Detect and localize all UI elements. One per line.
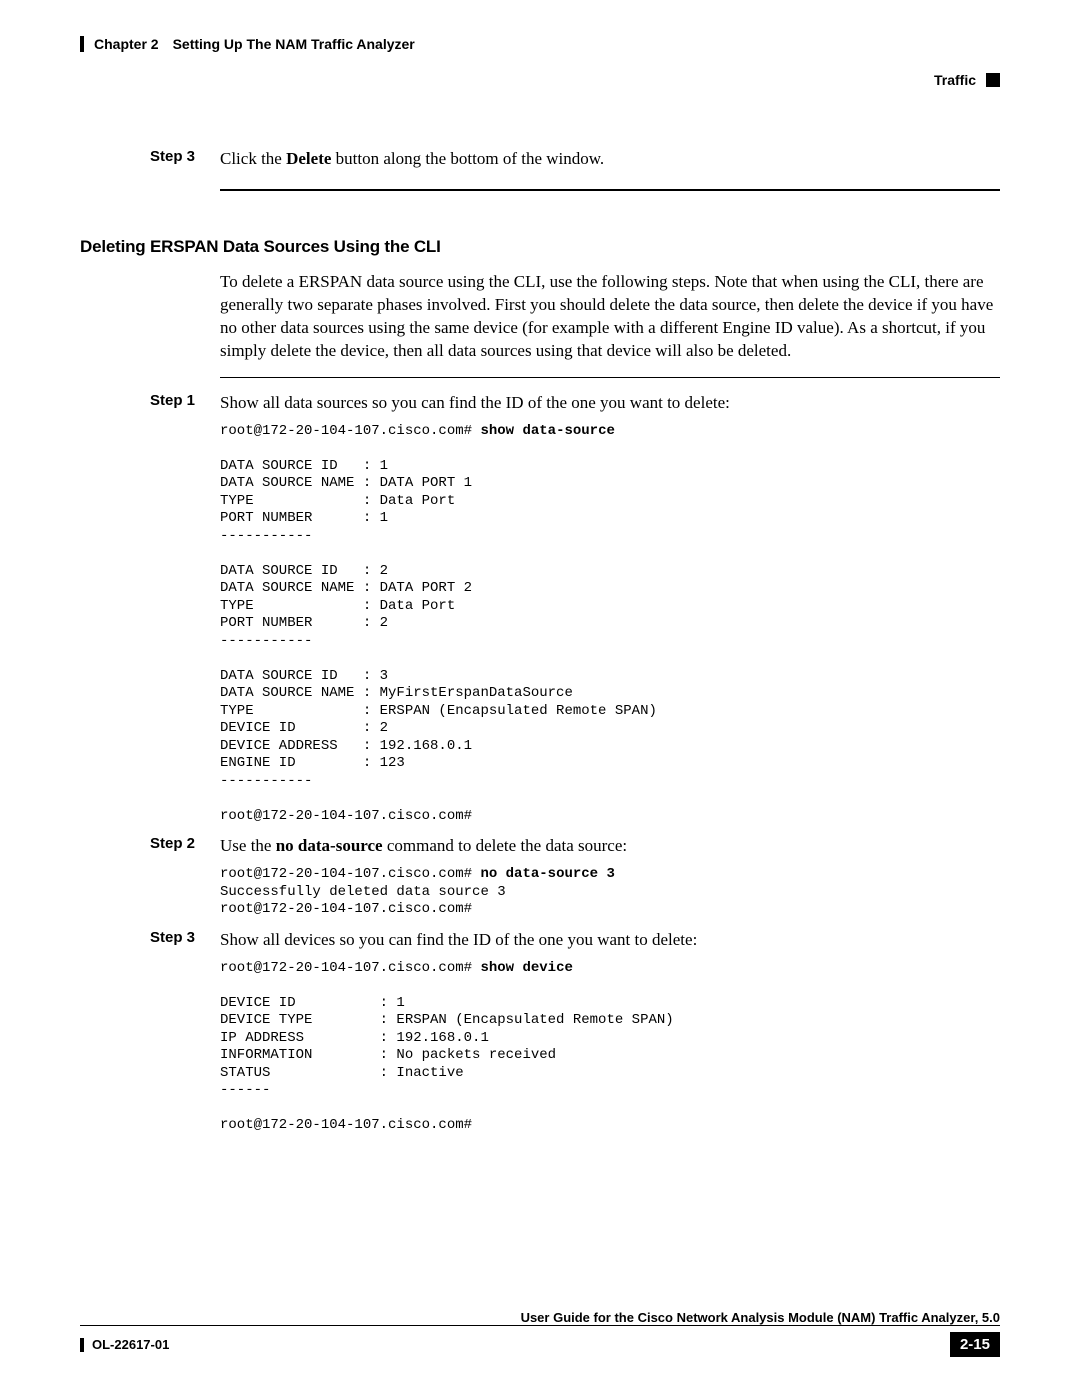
step1-code: root@172-20-104-107.cisco.com# show data…	[220, 423, 1000, 826]
chapter-title: Setting Up The NAM Traffic Analyzer	[173, 36, 415, 52]
step2-row: Step 2 Use the no data-source command to…	[80, 835, 1000, 858]
step3-code: root@172-20-104-107.cisco.com# show devi…	[220, 960, 1000, 1135]
step1-text: Show all data sources so you can find th…	[220, 392, 1000, 415]
step1-label: Step 1	[150, 392, 220, 415]
guide-title: User Guide for the Cisco Network Analysi…	[80, 1310, 1000, 1325]
footer-rule	[80, 1325, 1000, 1326]
doc-id: OL-22617-01	[80, 1337, 169, 1352]
step3-label: Step 3	[150, 929, 220, 952]
header-square-icon	[986, 73, 1000, 87]
section-heading: Deleting ERSPAN Data Sources Using the C…	[80, 237, 1000, 257]
pre-step-text: Click the Delete button along the bottom…	[220, 148, 1000, 171]
header-right: Traffic	[80, 72, 1000, 88]
rule	[220, 189, 1000, 191]
step3-text: Show all devices so you can find the ID …	[220, 929, 1000, 952]
step2-label: Step 2	[150, 835, 220, 858]
page-number-badge: 2-15	[950, 1332, 1000, 1357]
step2-code: root@172-20-104-107.cisco.com# no data-s…	[220, 866, 1000, 919]
footer-title-row: User Guide for the Cisco Network Analysi…	[80, 1310, 1000, 1325]
page: Chapter 2 Setting Up The NAM Traffic Ana…	[0, 0, 1080, 1397]
chapter-number: Chapter 2	[94, 36, 159, 52]
step3-row: Step 3 Show all devices so you can find …	[80, 929, 1000, 952]
step2-text: Use the no data-source command to delete…	[220, 835, 1000, 858]
step1-row: Step 1 Show all data sources so you can …	[80, 392, 1000, 415]
pre-step-label: Step 3	[150, 148, 220, 171]
header-left: Chapter 2 Setting Up The NAM Traffic Ana…	[80, 36, 1000, 52]
header-bar-icon	[80, 36, 84, 52]
intro-paragraph: To delete a ERSPAN data source using the…	[220, 271, 1000, 363]
pre-step-row: Step 3 Click the Delete button along the…	[80, 148, 1000, 171]
content: Step 3 Click the Delete button along the…	[80, 148, 1000, 1135]
footer-bar-icon	[80, 1338, 84, 1352]
rule-thin	[220, 377, 1000, 378]
footer: User Guide for the Cisco Network Analysi…	[80, 1310, 1000, 1357]
footer-bottom-row: OL-22617-01 2-15	[80, 1332, 1000, 1357]
section-name: Traffic	[934, 72, 976, 88]
